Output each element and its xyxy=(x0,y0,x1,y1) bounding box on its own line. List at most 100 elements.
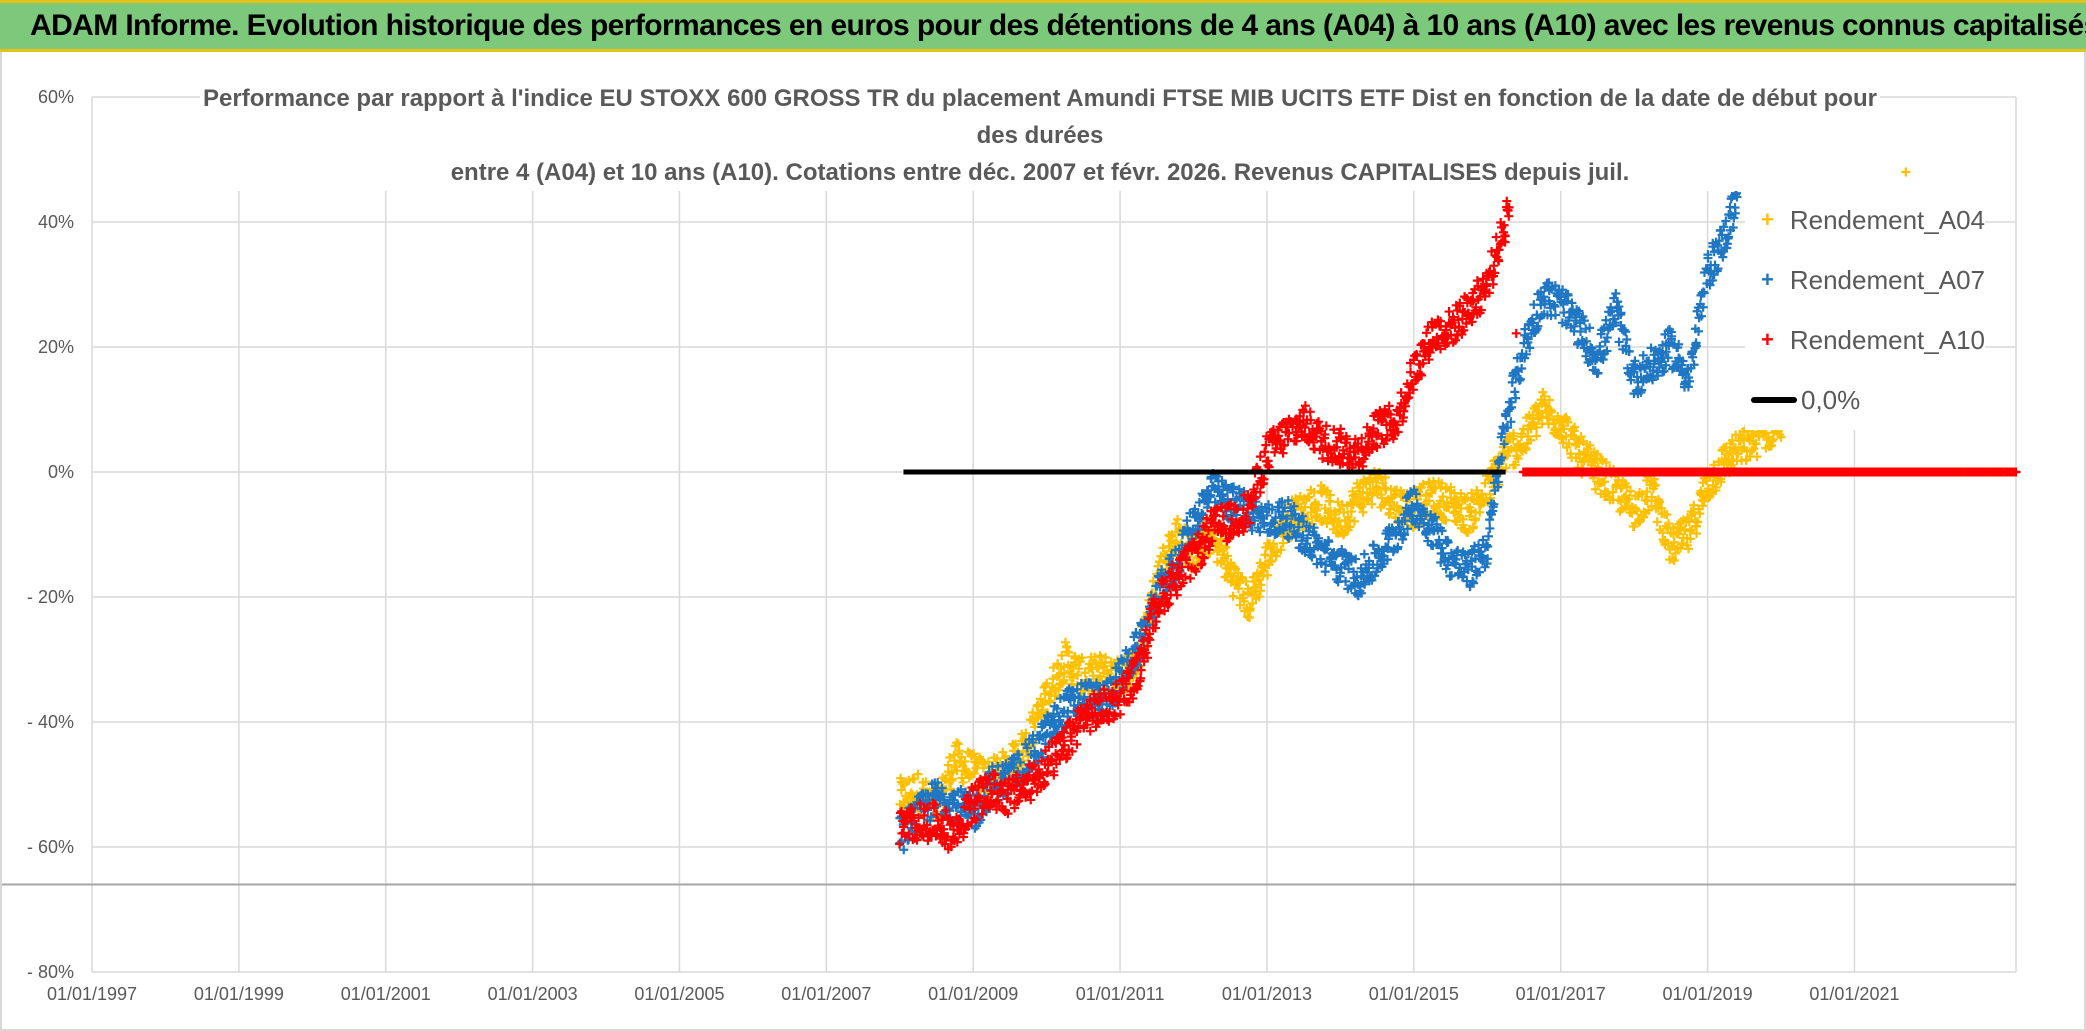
series-rendement-a10-point xyxy=(1003,789,1013,799)
series-rendement-a04-point xyxy=(1669,537,1679,547)
series-rendement-a10-point xyxy=(1349,447,1359,457)
series-rendement-a10-point xyxy=(1400,401,1410,411)
series-rendement-a10-point xyxy=(1361,442,1371,452)
series-rendement-a10-point xyxy=(1247,502,1257,512)
series-rendement-a04-point xyxy=(1513,454,1523,464)
series-rendement-a04-point xyxy=(1322,518,1332,528)
series-rendement-a07-point xyxy=(1055,715,1065,725)
series-rendement-a07-point xyxy=(1719,222,1729,232)
series-rendement-a07-point xyxy=(1674,339,1684,349)
series-rendement-a10-point xyxy=(1306,415,1316,425)
series-rendement-a04-point xyxy=(1532,431,1542,441)
series-rendement-a07-point xyxy=(1307,552,1317,562)
series-rendement-a07-point xyxy=(1474,567,1484,577)
series-rendement-a07-point xyxy=(1321,560,1331,570)
series-rendement-a04-point xyxy=(1337,500,1347,510)
series-rendement-a07-point xyxy=(1661,347,1671,357)
series-rendement-a10-point xyxy=(1105,707,1115,717)
series-rendement-a04-point xyxy=(1438,492,1448,502)
series-rendement-a04-point xyxy=(1749,444,1759,454)
series-rendement-a04-point xyxy=(1465,511,1475,521)
chart-title: Performance par rapport à l'indice EU ST… xyxy=(200,80,1880,191)
series-rendement-a10-point xyxy=(1388,434,1398,444)
series-rendement-a10-point xyxy=(1417,370,1427,380)
series-rendement-a04-point xyxy=(1600,477,1610,487)
series-rendement-a10-point xyxy=(1191,566,1201,576)
series-rendement-a04-point xyxy=(1502,451,1512,461)
series-rendement-a04-point xyxy=(1331,509,1341,519)
series-rendement-a07-point xyxy=(1497,453,1507,463)
series-rendement-a07-point xyxy=(1688,352,1698,362)
series-rendement-a10-point xyxy=(1207,536,1217,546)
series-rendement-a04-point xyxy=(1422,490,1432,500)
series-rendement-a07-point xyxy=(1402,524,1412,534)
series-rendement-a10-point xyxy=(1182,555,1192,565)
series-rendement-a04-point xyxy=(1320,503,1330,513)
series-rendement-a07-point xyxy=(1221,480,1231,490)
series-rendement-a04-point xyxy=(1531,401,1541,411)
series-rendement-a07-point xyxy=(1414,522,1424,532)
series-rendement-a04-point xyxy=(1526,424,1536,434)
series-rendement-a04-point xyxy=(1380,483,1390,493)
series-rendement-a04-point xyxy=(1171,519,1181,529)
series-rendement-a07-point xyxy=(1419,518,1429,528)
series-rendement-a10-point xyxy=(1072,739,1082,749)
series-rendement-a10-point xyxy=(1072,726,1082,736)
series-rendement-a10-point xyxy=(1275,435,1285,445)
series-rendement-a10-point xyxy=(1136,665,1146,675)
series-rendement-a10-point xyxy=(932,810,942,820)
series-rendement-a07-point xyxy=(1087,682,1097,692)
series-rendement-a07-point xyxy=(1550,310,1560,320)
series-rendement-a10-point xyxy=(1455,298,1465,308)
series-rendement-a10-point xyxy=(1049,766,1059,776)
series-rendement-a10-point xyxy=(1511,328,1521,338)
series-rendement-a07-point xyxy=(1703,253,1713,263)
series-rendement-a04-point xyxy=(1508,428,1518,438)
series-rendement-a04-point xyxy=(1355,482,1365,492)
series-rendement-a07-point xyxy=(1581,351,1591,361)
series-rendement-a04-point xyxy=(1592,449,1602,459)
legend-item-a04: + Rendement_A04 xyxy=(1745,190,1985,250)
series-rendement-a10-point xyxy=(1218,511,1228,521)
series-rendement-a04-point xyxy=(1650,480,1660,490)
series-rendement-a07-point xyxy=(1637,385,1647,395)
series-rendement-a10-point xyxy=(977,809,987,819)
series-rendement-a04-point xyxy=(1698,501,1708,511)
series-rendement-a10-point xyxy=(1278,448,1288,458)
series-rendement-a07-point xyxy=(1593,368,1603,378)
series-rendement-a04-point xyxy=(1173,514,1183,524)
series-rendement-a07-point xyxy=(1469,578,1479,588)
y-tick-label: - 60% xyxy=(27,837,74,857)
series-rendement-a04-point xyxy=(1228,571,1238,581)
series-rendement-a10-point xyxy=(1240,522,1250,532)
series-rendement-a04-point xyxy=(909,774,919,784)
series-rendement-a07-point xyxy=(1277,497,1287,507)
legend-label-a07: Rendement_A07 xyxy=(1789,264,1985,295)
series-rendement-a10-point xyxy=(914,813,924,823)
series-rendement-a10-point xyxy=(960,802,970,812)
series-rendement-a10-point xyxy=(1145,629,1155,639)
legend-label-a04: Rendement_A04 xyxy=(1789,204,1985,235)
series-rendement-a04-point xyxy=(1073,670,1083,680)
series-rendement-a10-point xyxy=(1126,667,1136,677)
series-rendement-a07-point xyxy=(1654,362,1664,372)
legend-marker-a10: + xyxy=(1761,327,1774,352)
series-rendement-a10-point xyxy=(1336,424,1346,434)
series-rendement-a04-point xyxy=(1529,417,1539,427)
series-rendement-a07-point xyxy=(1689,360,1699,370)
series-rendement-a07-point xyxy=(1483,554,1493,564)
series-rendement-a04-point xyxy=(1276,545,1286,555)
series-rendement-a07-point xyxy=(1430,512,1440,522)
x-tick-label: 01/01/2009 xyxy=(928,984,1018,1004)
series-rendement-a04-point xyxy=(1695,509,1705,519)
series-rendement-a10-point xyxy=(923,836,933,846)
series-rendement-a07-point xyxy=(1292,528,1302,538)
series-rendement-a07-point xyxy=(1488,502,1498,512)
series-rendement-a04-point xyxy=(949,756,959,766)
series-rendement-a10-point xyxy=(984,774,994,784)
series-rendement-a07-point xyxy=(1267,505,1277,515)
series-rendement-a04-point xyxy=(1544,395,1554,405)
series-rendement-a04-point xyxy=(943,760,953,770)
series-rendement-a04-point xyxy=(1009,741,1019,751)
series-rendement-a04-point xyxy=(1664,519,1673,529)
